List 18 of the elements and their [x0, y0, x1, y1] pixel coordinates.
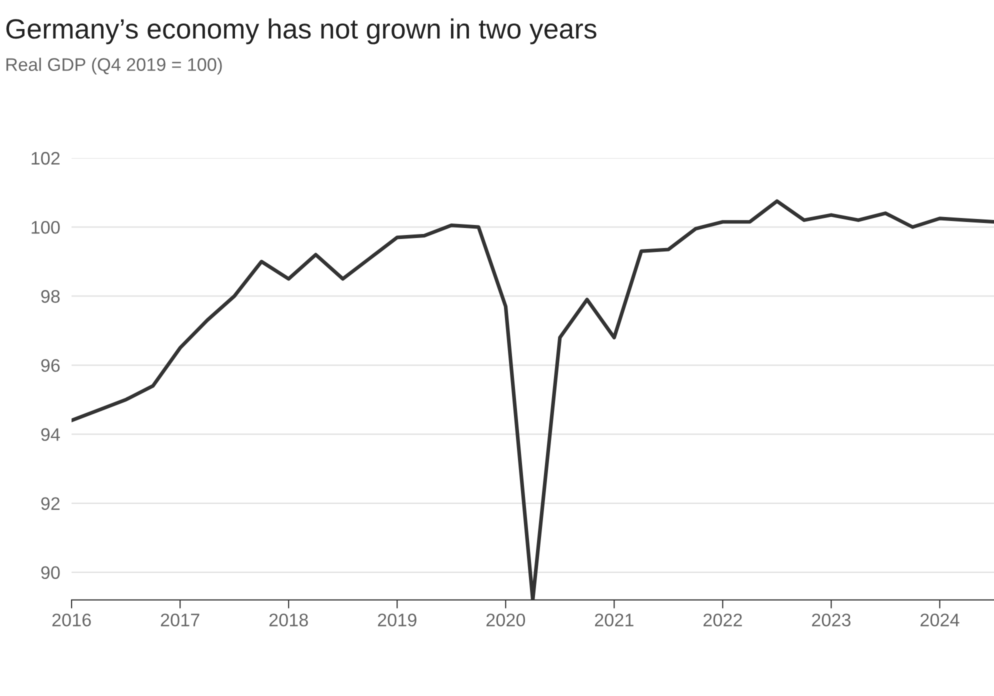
x-tick-label: 2018 — [269, 614, 308, 626]
y-tick-label: 90 — [41, 566, 60, 580]
chart-title: Germany’s economy has not grown in two years — [6, 18, 596, 44]
x-tick-label: 2020 — [486, 614, 526, 626]
y-tick-label: 94 — [41, 428, 60, 441]
x-tick-label: 2021 — [595, 614, 634, 626]
x-tick-label: 2016 — [52, 614, 91, 626]
x-tick-label: 2022 — [704, 614, 742, 626]
x-tick-label: 2019 — [378, 614, 416, 626]
y-tick-label: 102 — [32, 152, 60, 165]
y-tick-label: 98 — [41, 290, 60, 303]
chart-subtitle: Real GDP (Q4 2019 = 100) — [6, 58, 222, 75]
x-tick-label: 2017 — [160, 614, 200, 626]
y-tick-label: 92 — [41, 497, 60, 510]
x-tick-label: 2024 — [920, 614, 960, 626]
y-tick-label: 100 — [32, 220, 60, 234]
y-tick-label: 96 — [41, 359, 60, 372]
x-tick-label: 2023 — [812, 614, 851, 626]
